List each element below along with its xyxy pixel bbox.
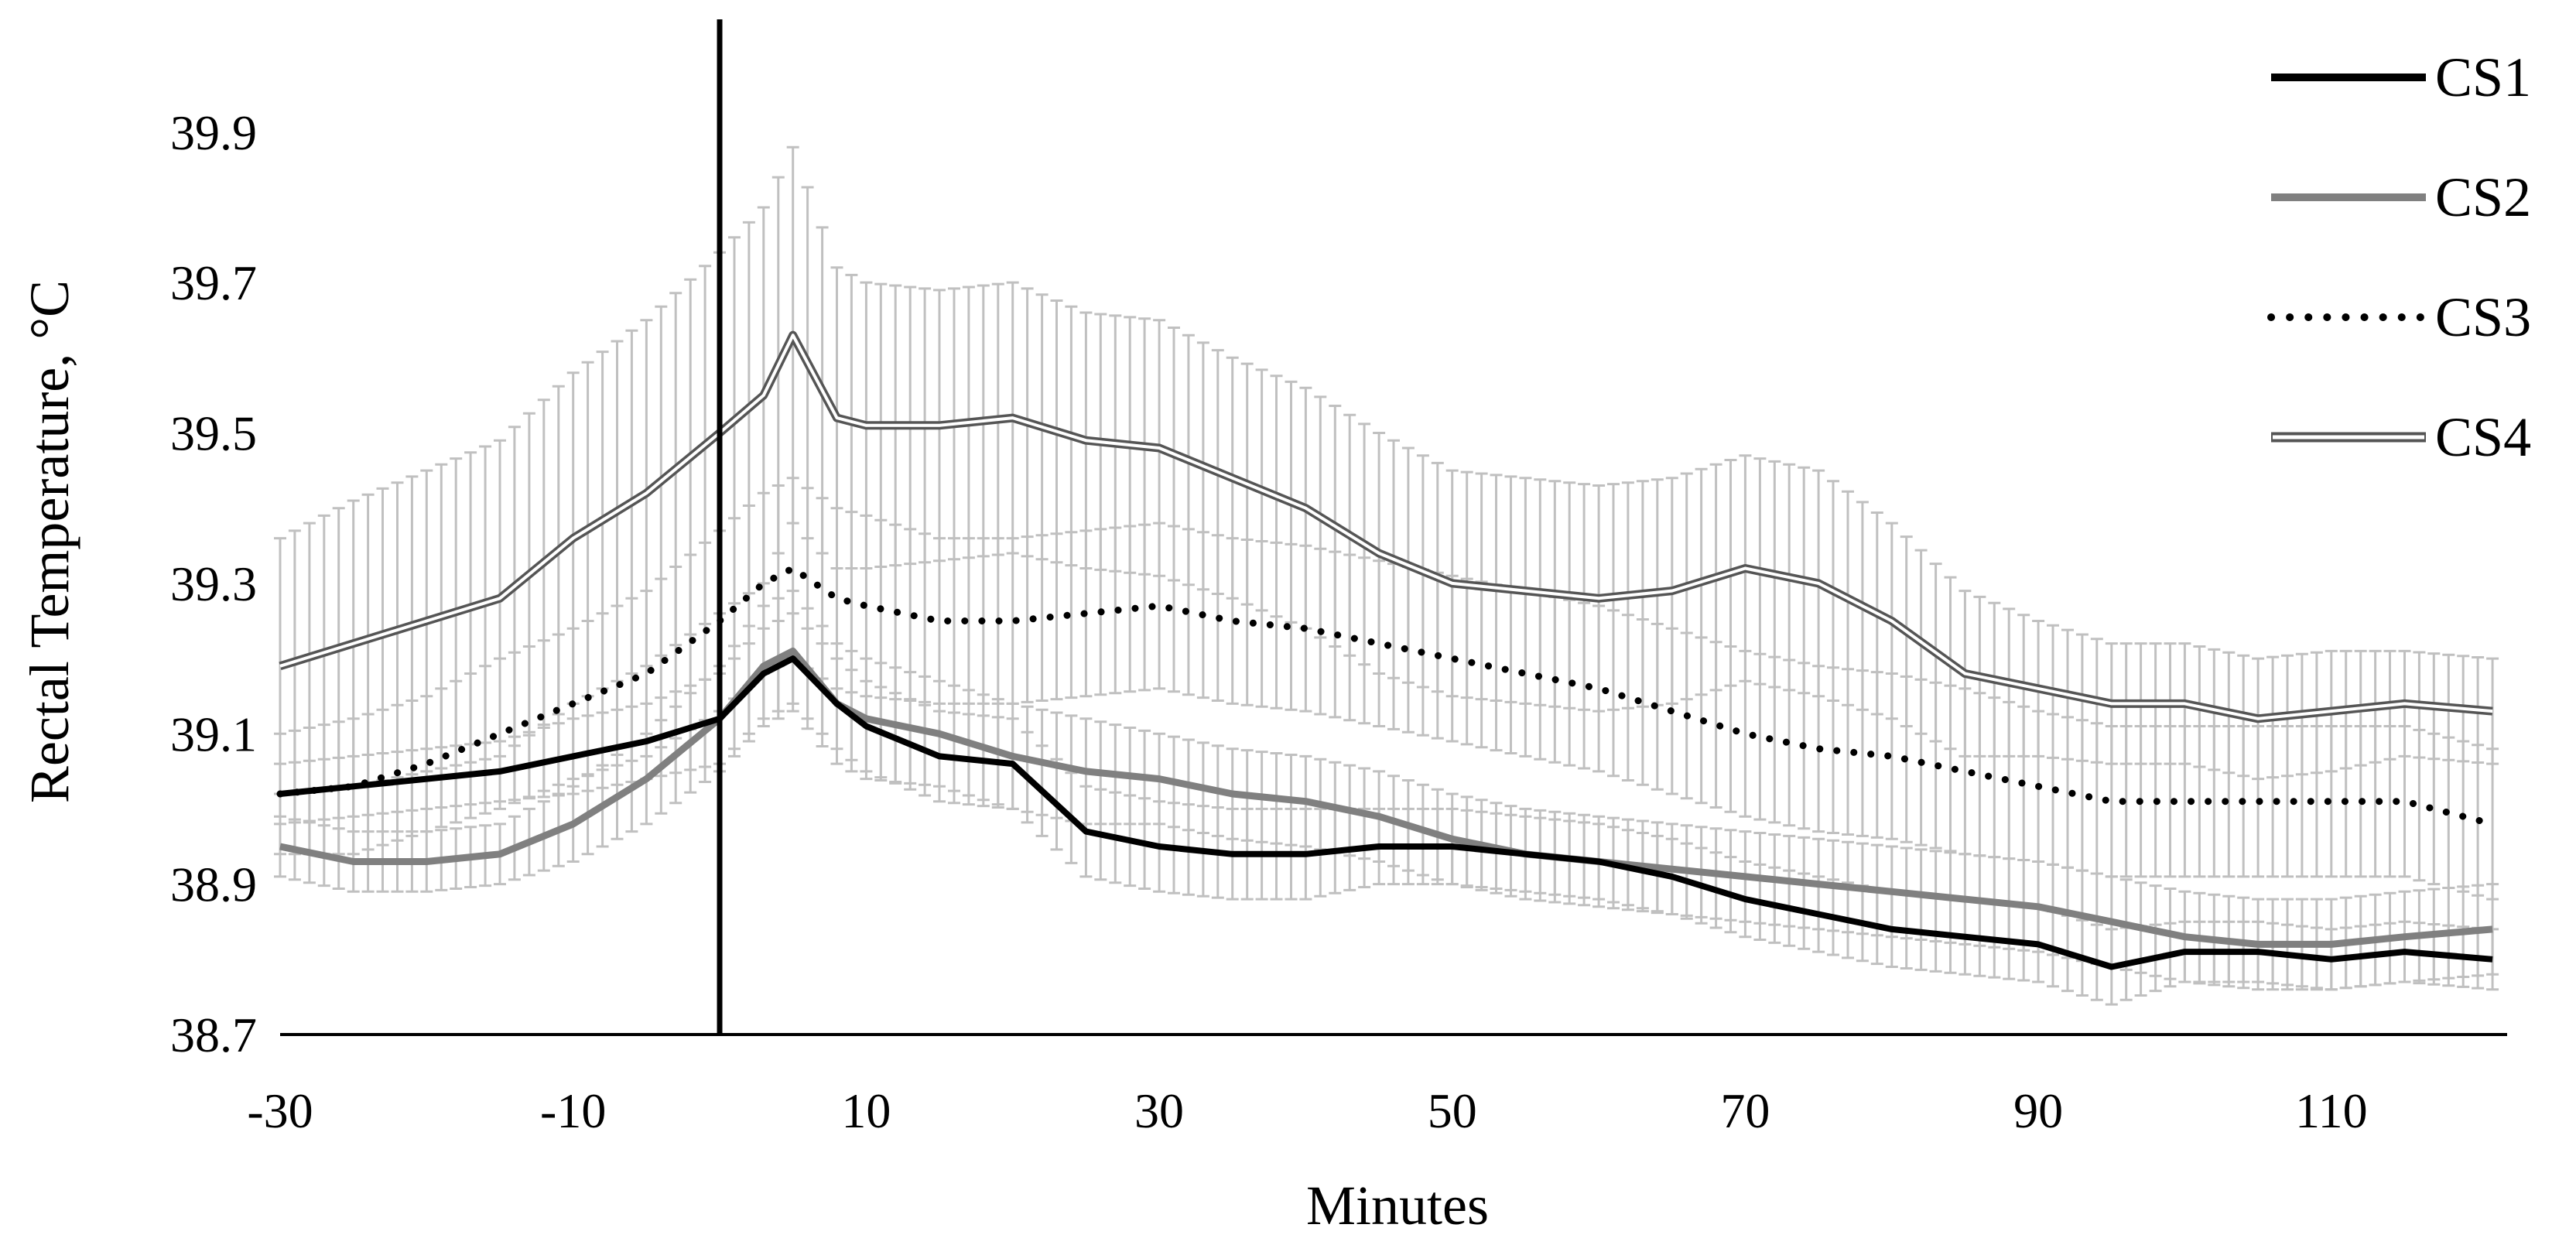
series-line-cs3 [276,564,2496,828]
error-bars-cs4 [274,145,2499,795]
y-axis-ticks: 38.7 38.9 39.1 39.3 39.5 39.7 39.9 [170,105,257,1062]
x-tick-label: 50 [1428,1083,1477,1138]
y-tick-label: 39.7 [170,255,257,310]
legend-cs4-label: CS4 [2435,406,2531,468]
series-line-cs1 [279,655,2493,970]
x-tick-label: 70 [1720,1083,1770,1138]
x-axis-ticks: -30 -10 10 30 50 70 90 110 [247,1083,2367,1138]
x-tick-label: 10 [841,1083,891,1138]
y-axis-title: Rectal Temperature, °C [19,280,80,803]
error-bars [274,145,2499,1006]
y-tick-label: 39.9 [170,105,257,160]
x-tick-label: -10 [540,1083,606,1138]
legend: CS1 CS2 CS3 CS4 [2267,46,2531,468]
legend-cs2-label: CS2 [2435,166,2531,228]
y-tick-label: 38.9 [170,857,257,912]
y-tick-label: 39.5 [170,406,257,461]
series-line-cs2 [279,647,2493,948]
x-tick-label: 110 [2295,1083,2368,1138]
legend-cs1-label: CS1 [2435,46,2531,108]
series-line-cs4 [279,330,2493,723]
y-tick-label: 39.1 [170,706,257,761]
x-tick-label: 30 [1134,1083,1184,1138]
y-tick-label: 39.3 [170,556,257,611]
x-tick-label: 90 [2013,1083,2063,1138]
y-tick-label: 38.7 [170,1007,257,1062]
error-bars-cs1 [274,612,2499,1006]
series-lines [276,330,2496,970]
x-tick-label: -30 [247,1083,313,1138]
legend-cs3-label: CS3 [2435,286,2531,348]
series-line-cs4-inner [279,333,2493,720]
x-axis-title: Minutes [1306,1175,1489,1236]
